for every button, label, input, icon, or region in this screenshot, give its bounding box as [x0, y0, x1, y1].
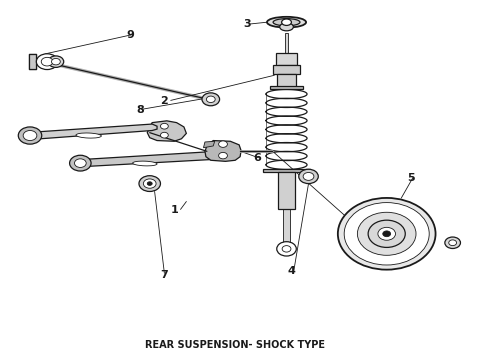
Circle shape: [449, 240, 457, 246]
Text: REAR SUSPENSION- SHOCK TYPE: REAR SUSPENSION- SHOCK TYPE: [145, 340, 325, 350]
Polygon shape: [277, 74, 296, 87]
Circle shape: [18, 127, 42, 144]
Circle shape: [445, 237, 461, 248]
Circle shape: [51, 58, 60, 65]
Ellipse shape: [76, 133, 101, 138]
Circle shape: [303, 172, 314, 180]
Text: 8: 8: [136, 105, 144, 115]
Circle shape: [160, 123, 168, 129]
Ellipse shape: [273, 19, 300, 26]
Circle shape: [139, 176, 160, 192]
Polygon shape: [278, 172, 295, 209]
Text: 5: 5: [407, 173, 415, 183]
Polygon shape: [263, 168, 310, 172]
Text: 7: 7: [161, 270, 168, 280]
Circle shape: [277, 242, 296, 256]
Polygon shape: [283, 209, 291, 244]
Polygon shape: [36, 124, 157, 139]
Circle shape: [299, 169, 318, 184]
Ellipse shape: [267, 17, 306, 28]
Circle shape: [48, 56, 64, 67]
Text: 9: 9: [126, 30, 134, 40]
Circle shape: [23, 131, 37, 140]
Polygon shape: [285, 33, 289, 53]
Text: 4: 4: [288, 266, 295, 276]
Circle shape: [160, 132, 168, 138]
Polygon shape: [273, 65, 300, 74]
Polygon shape: [147, 121, 186, 141]
Circle shape: [368, 220, 405, 247]
Circle shape: [383, 231, 391, 237]
Circle shape: [357, 212, 416, 255]
Circle shape: [338, 198, 436, 270]
Circle shape: [144, 179, 156, 188]
Circle shape: [344, 203, 429, 265]
Circle shape: [74, 159, 86, 167]
Circle shape: [378, 227, 395, 240]
Polygon shape: [203, 141, 215, 148]
Circle shape: [41, 57, 53, 66]
Ellipse shape: [133, 161, 157, 166]
Circle shape: [36, 54, 58, 69]
Polygon shape: [205, 140, 241, 161]
Ellipse shape: [280, 23, 294, 31]
Polygon shape: [29, 54, 36, 69]
Circle shape: [147, 182, 152, 185]
Text: 1: 1: [171, 206, 178, 216]
Circle shape: [219, 152, 227, 159]
Text: 6: 6: [253, 153, 261, 163]
Circle shape: [219, 141, 227, 147]
Text: 3: 3: [244, 19, 251, 29]
Polygon shape: [276, 53, 297, 69]
Polygon shape: [270, 86, 303, 89]
Text: 2: 2: [161, 96, 168, 106]
Circle shape: [70, 155, 91, 171]
Circle shape: [202, 93, 220, 106]
Polygon shape: [81, 152, 218, 167]
Ellipse shape: [282, 19, 292, 26]
Circle shape: [206, 96, 215, 103]
Circle shape: [282, 246, 291, 252]
